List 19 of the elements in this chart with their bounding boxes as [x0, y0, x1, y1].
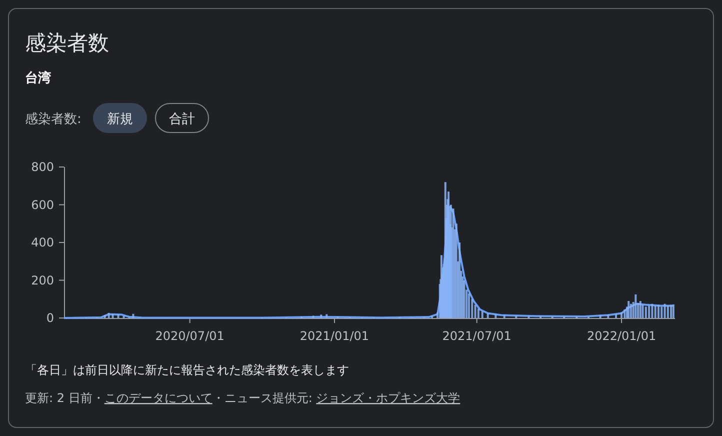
x-tick-label: 2021/07/01 [442, 329, 512, 343]
text: 新規 [107, 112, 133, 127]
text: このデータについて [104, 391, 212, 405]
text: ・ニュース提供元: [212, 391, 316, 405]
y-tick-label: 800 [31, 160, 54, 174]
y-tick-label: 400 [31, 236, 54, 250]
text: ジョンズ・ホプキンズ大学 [316, 391, 460, 405]
x-tick-label: 2021/01/01 [300, 329, 370, 343]
text: 感染者数: [25, 112, 82, 127]
text: 合計 [169, 112, 195, 127]
x-tick-label: 2020/07/01 [155, 329, 224, 343]
y-tick-label: 600 [31, 198, 54, 212]
x-tick-label: 2022/01/01 [586, 329, 656, 343]
text: 「各日」は前日以降に新たに報告された感染者数を表します [25, 363, 349, 377]
text: 更新: 2 日前・ [25, 391, 104, 405]
chart-subtitle: 台湾 [25, 70, 51, 86]
y-tick-label: 0 [46, 311, 54, 325]
chart-title: 感染者数 [25, 31, 109, 55]
y-tick-label: 200 [31, 273, 54, 288]
